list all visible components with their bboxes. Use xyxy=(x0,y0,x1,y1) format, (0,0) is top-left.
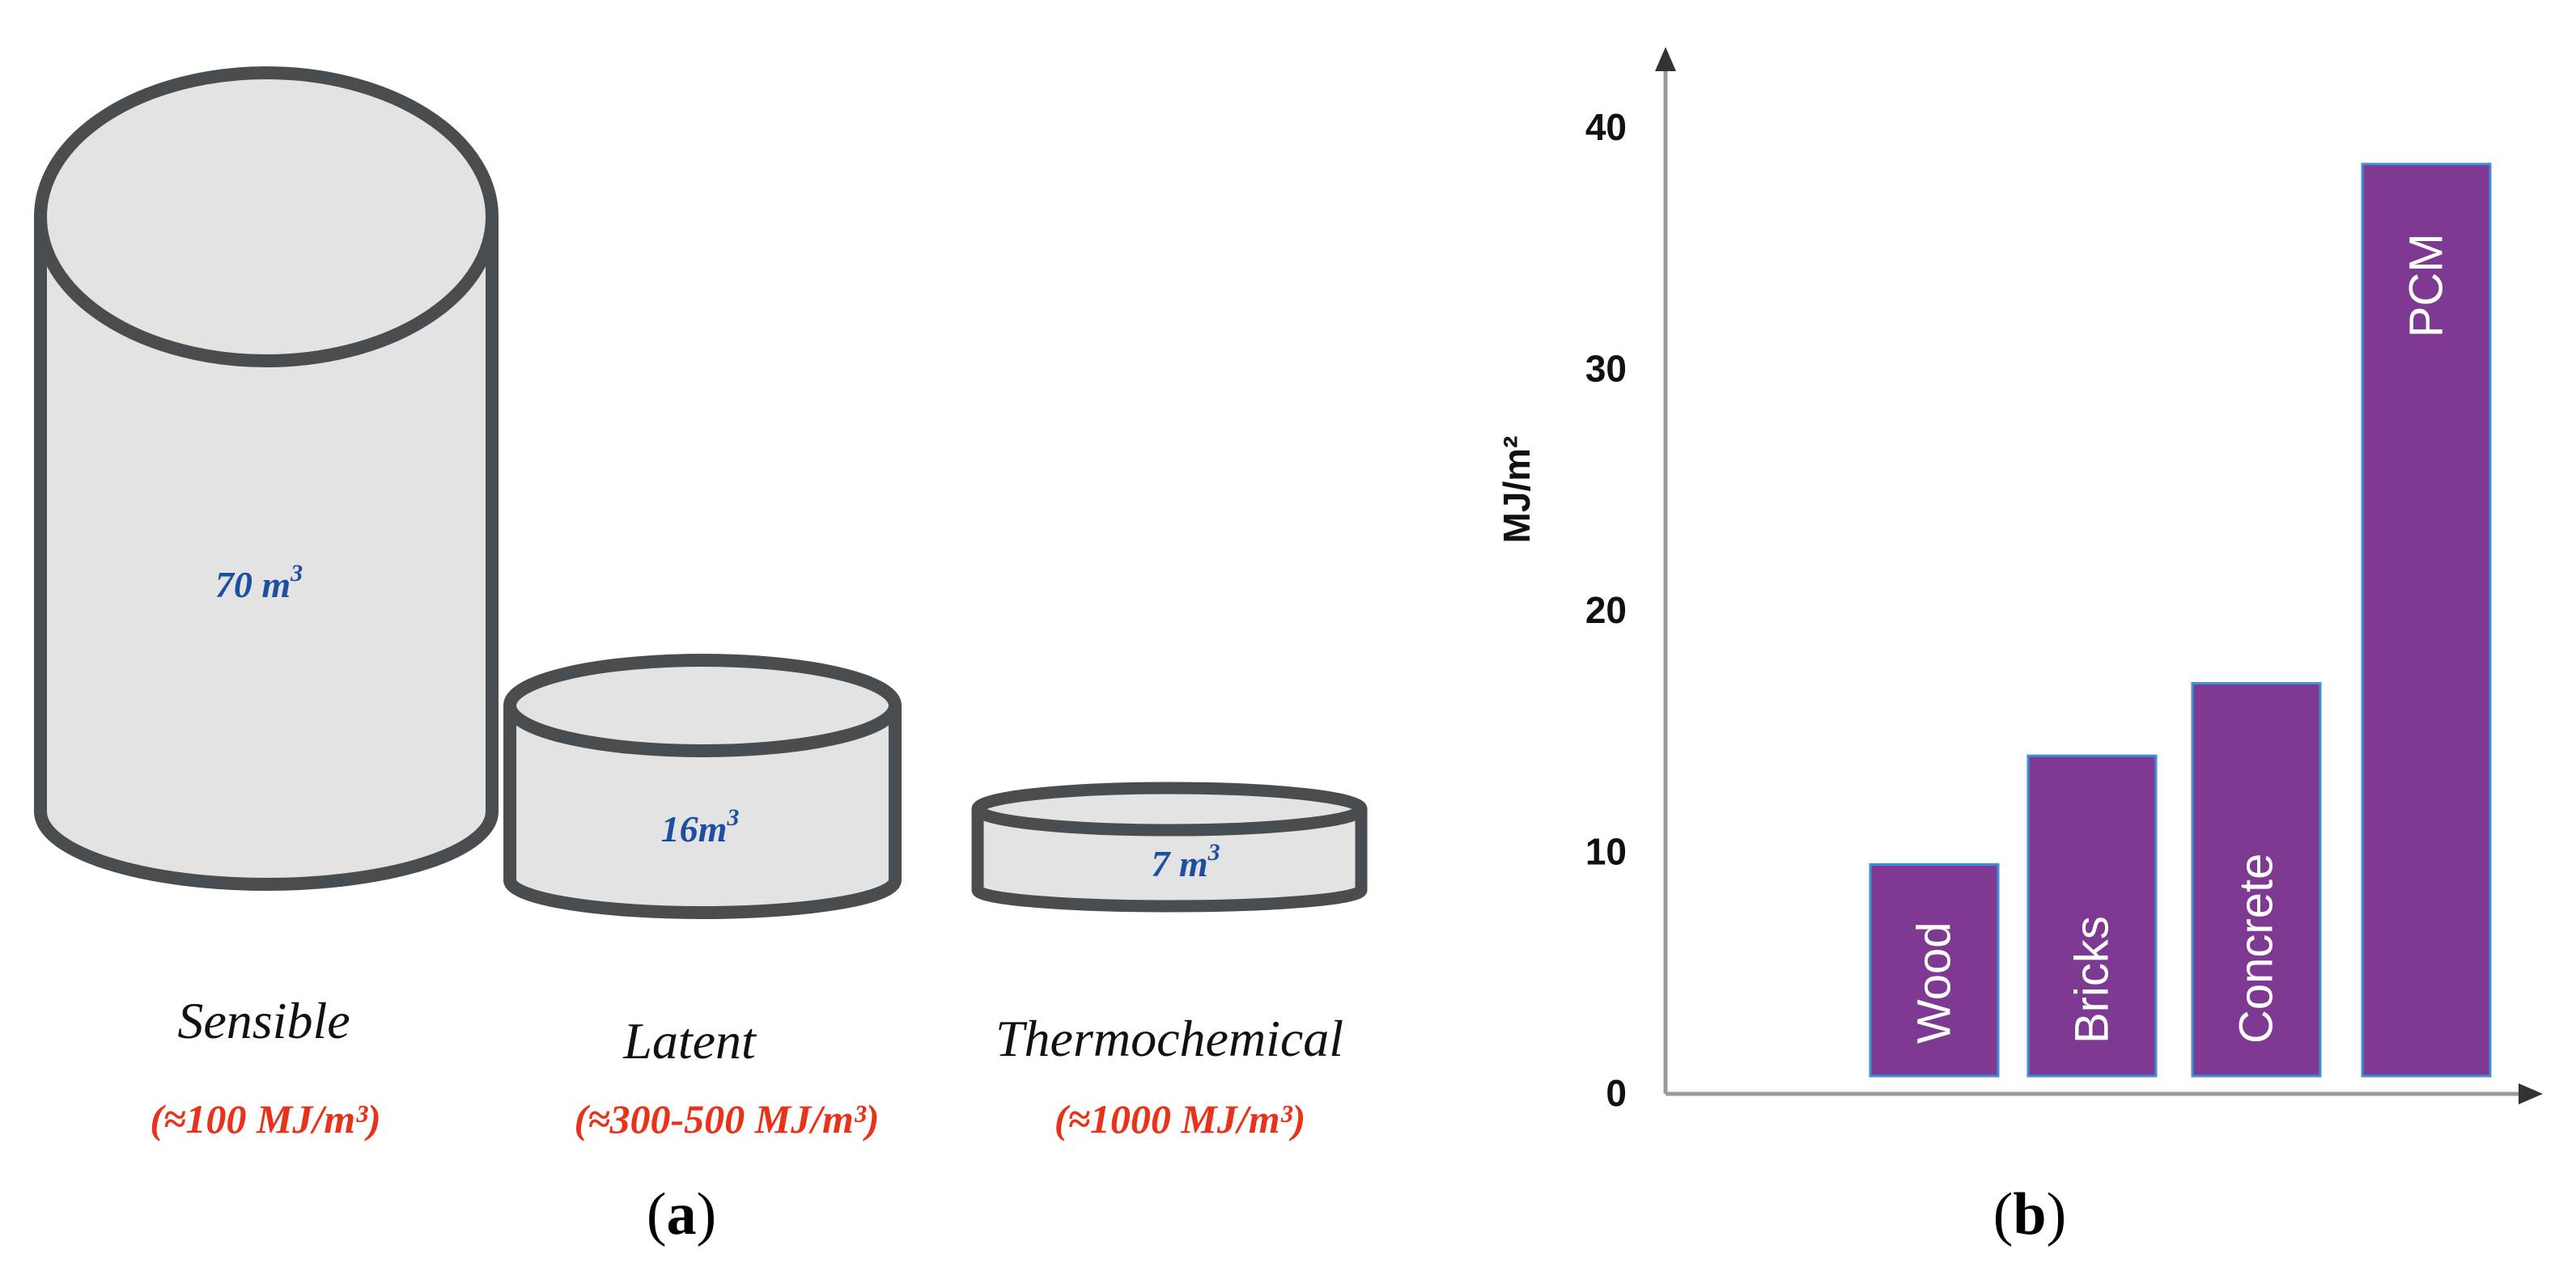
y-tick-label: 20 xyxy=(1585,589,1627,631)
density-sensible: (≈100 MJ/m³) xyxy=(150,1096,380,1142)
y-tick-labels: 0 10 20 30 40 xyxy=(1585,106,1627,1114)
bar-label-wood: Wood xyxy=(1908,922,1961,1044)
x-axis-arrow xyxy=(2519,1083,2543,1104)
y-axis-arrow xyxy=(1655,47,1676,71)
bar-concrete xyxy=(2191,682,2322,1078)
panel-a-label: (a) xyxy=(647,1181,716,1248)
tank-sensible-body xyxy=(34,210,499,891)
tank-thermochemical: 7 m3 xyxy=(971,782,1368,913)
tank-latent: 16m3 xyxy=(503,654,902,919)
tank-latent-top xyxy=(503,654,902,757)
tank-latent-body xyxy=(503,699,902,919)
tank-sensible-volume: 70 m3 xyxy=(215,560,303,605)
bars: Wood Bricks Concrete PCM xyxy=(1869,163,2492,1078)
panel-a: 70 m3 16m3 7 m3 Sensible Latent Thermoch… xyxy=(34,66,1368,1248)
bar-label-pcm: PCM xyxy=(2400,233,2453,337)
bar-label-concrete: Concrete xyxy=(2230,854,2283,1044)
y-tick-label: 10 xyxy=(1585,831,1627,873)
tank-thermochemical-volume: 7 m3 xyxy=(1151,839,1220,884)
tank-sensible: 70 m3 xyxy=(34,66,499,891)
tank-latent-volume: 16m3 xyxy=(661,804,740,850)
y-tick-label: 30 xyxy=(1585,348,1627,390)
bar-pcm xyxy=(2361,163,2492,1078)
label-thermochemical: Thermochemical xyxy=(995,1010,1343,1067)
panel-b-chart: 0 10 20 30 40 Wood Bricks Concrete PCM MJ/m² (b… xyxy=(1496,47,2543,1248)
density-latent: (≈300-500 MJ/m³) xyxy=(574,1096,879,1142)
label-sensible: Sensible xyxy=(177,992,350,1049)
bar-label-bricks: Bricks xyxy=(2066,916,2119,1044)
y-axis-title: MJ/m² xyxy=(1496,436,1538,544)
label-latent: Latent xyxy=(622,1012,758,1070)
y-tick-label: 40 xyxy=(1585,106,1627,148)
tank-thermochemical-top xyxy=(971,782,1368,837)
bar-bricks xyxy=(2026,754,2158,1078)
y-tick-label: 0 xyxy=(1606,1072,1627,1114)
panel-b-label: (b) xyxy=(1993,1181,2066,1248)
bar-wood xyxy=(1869,862,2000,1078)
density-thermochemical: (≈1000 MJ/m³) xyxy=(1055,1096,1305,1142)
tank-sensible-top xyxy=(34,66,499,367)
